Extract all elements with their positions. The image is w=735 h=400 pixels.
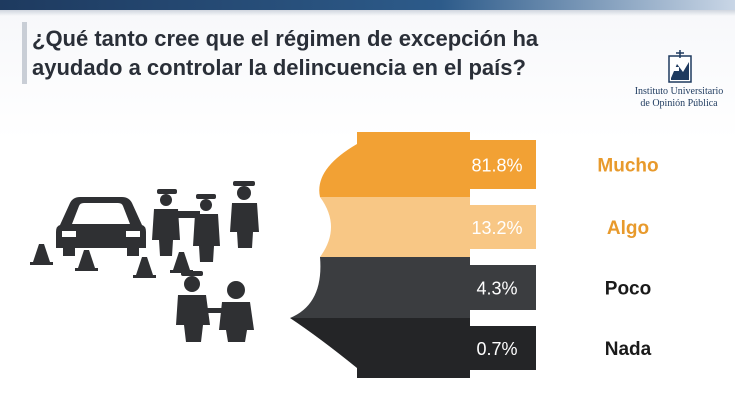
category-label-nada: Nada: [605, 339, 652, 360]
page-title-line-1: ¿Qué tanto cree que el régimen de excepc…: [32, 26, 539, 51]
traffic-cone-icon: [30, 244, 193, 278]
value-label-bg-nada: [458, 326, 536, 370]
value-label-bg-poco: [458, 265, 536, 310]
funnel-segment-nada: [290, 318, 470, 378]
institute-name-line-1: Instituto Universitario: [634, 86, 724, 97]
category-label-algo: Algo: [607, 218, 649, 239]
funnel-segment-algo: [320, 197, 470, 257]
funnel-segment-poco: [290, 257, 470, 318]
institute-name: Instituto Universitario de Opinión Públi…: [623, 86, 735, 110]
institute-name-line-2: de Opinión Pública: [640, 98, 718, 109]
value-label-poco: 4.3%: [476, 279, 517, 299]
arrest-icon: [176, 271, 254, 342]
value-label-nada: 0.7%: [476, 339, 517, 359]
value-label-bg-mucho: [458, 140, 536, 189]
funnel-segment-mucho: [319, 132, 470, 197]
value-label-bg-algo: [458, 205, 536, 249]
value-label-mucho: 81.8%: [471, 156, 522, 176]
title-accent-bar: [22, 22, 27, 84]
value-label-algo: 13.2%: [471, 218, 522, 238]
category-label-mucho: Mucho: [597, 156, 658, 177]
top-banner: [0, 0, 735, 10]
police-officer-icon: [152, 181, 259, 262]
police-checkpoint-car-icon: [56, 197, 146, 256]
page-title-line-2: ayudado a controlar la delincuencia en e…: [32, 55, 526, 80]
response-funnel: [290, 132, 536, 378]
page-title: ¿Qué tanto cree que el régimen de excepc…: [32, 24, 632, 82]
category-label-poco: Poco: [605, 279, 651, 300]
checkpoint-illustration: [30, 181, 259, 342]
top-banner-shadow: [0, 10, 735, 16]
institute-logo-icon: [668, 50, 692, 83]
response-labels: 81.8% Mucho 13.2% Algo 4.3% Poco 0.7% Nada: [471, 156, 658, 361]
